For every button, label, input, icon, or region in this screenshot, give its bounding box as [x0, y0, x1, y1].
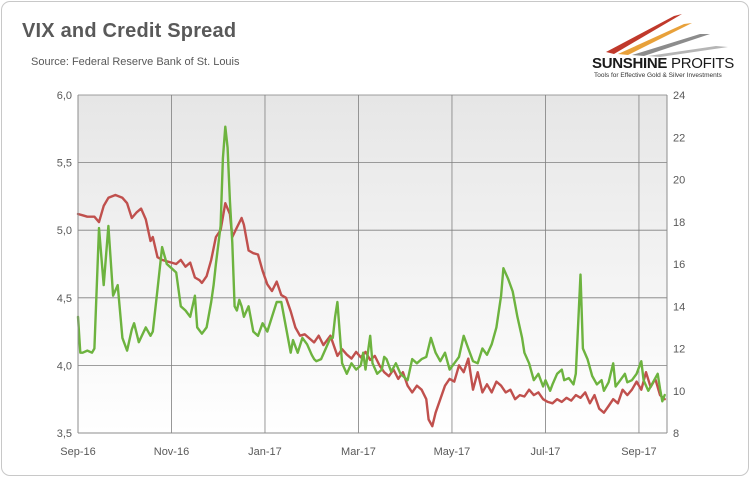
- chart-source: Source: Federal Reserve Bank of St. Loui…: [31, 56, 240, 68]
- y-right-tick-label: 24: [673, 90, 685, 102]
- x-tick-label: Sep-17: [621, 446, 656, 458]
- y-right-tick-label: 20: [673, 175, 685, 187]
- x-tick-label: Jan-17: [248, 446, 282, 458]
- credit-spread-line: [76, 193, 666, 428]
- axes-layer: [77, 95, 668, 434]
- y-left-tick-label: 4,5: [57, 293, 72, 305]
- tick-layer: 3,5 4,0 4,5 5,0 5,5 6,0 8 10 12 14 16 18 20 22 24 Sep-1…: [57, 90, 686, 458]
- sunshine-profits-logo: SUNSHINE PROFITS Tools for Effective Gol…: [588, 10, 738, 80]
- y-left-tick-label: 6,0: [57, 90, 72, 102]
- y-right-tick-label: 12: [673, 344, 685, 356]
- series-layer: [76, 125, 666, 428]
- y-left-tick-label: 5,5: [57, 158, 72, 170]
- y-right-tick-label: 8: [673, 428, 679, 440]
- vix-line: [76, 125, 666, 403]
- y-left-tick-label: 4,0: [57, 360, 72, 372]
- logo-tagline: Tools for Effective Gold & Silver Invest…: [594, 72, 722, 79]
- logo-sunray-icon: [606, 14, 728, 57]
- chart-title: VIX and Credit Spread: [22, 20, 237, 42]
- y-left-tick-label: 3,5: [57, 428, 72, 440]
- x-tick-label: May-17: [434, 446, 471, 458]
- y-right-tick-label: 16: [673, 259, 685, 271]
- y-right-tick-label: 18: [673, 217, 685, 229]
- x-tick-label: Nov-16: [154, 446, 189, 458]
- x-tick-label: Jul-17: [530, 446, 560, 458]
- x-tick-label: Sep-16: [60, 446, 95, 458]
- logo-wordmark: SUNSHINE PROFITS: [592, 55, 734, 72]
- y-left-tick-label: 5,0: [57, 225, 72, 237]
- y-right-tick-label: 10: [673, 386, 685, 398]
- y-right-tick-label: 22: [673, 132, 685, 144]
- x-tick-label: Mar-17: [341, 446, 376, 458]
- y-right-tick-label: 14: [673, 301, 685, 313]
